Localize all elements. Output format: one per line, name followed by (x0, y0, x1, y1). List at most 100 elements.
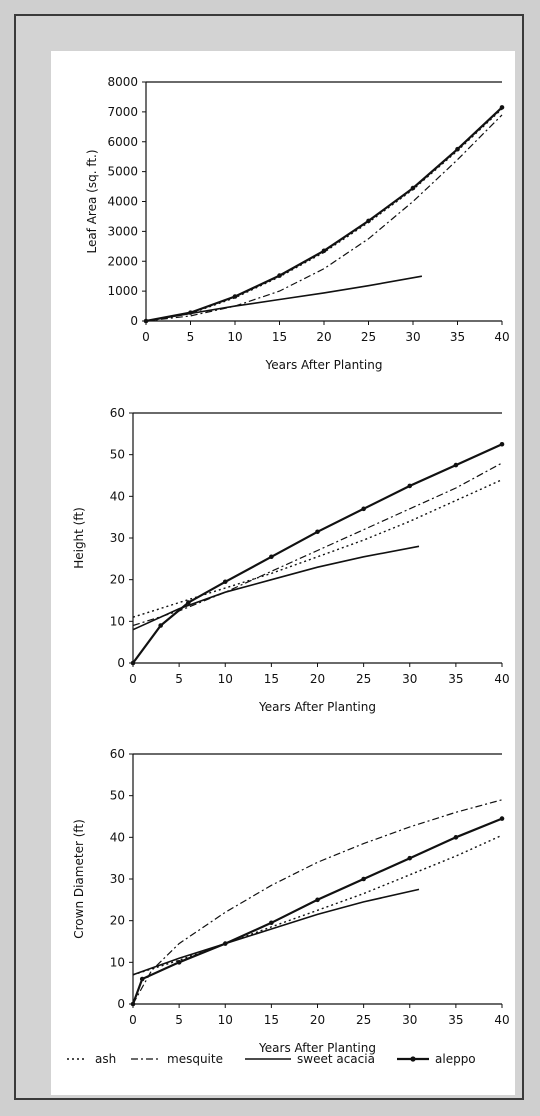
y-tick-label: 0 (130, 314, 138, 328)
x-tick-label: 35 (448, 672, 463, 686)
x-tick-label: 20 (316, 330, 331, 344)
y-tick-label: 3000 (107, 224, 138, 238)
y-tick-label: 20 (110, 573, 125, 587)
series-aleppo-point (139, 976, 145, 982)
series-aleppo-point (407, 483, 413, 489)
series-aleppo-point (321, 248, 327, 254)
y-tick-label: 60 (110, 747, 125, 761)
figure-frame: 0 1000 2000 3000 4000 5000 6000 7000 8000 0 5 10 15 2… (14, 14, 524, 1100)
series-aleppo-point (410, 185, 416, 191)
y-tick-label: 60 (110, 406, 125, 420)
series-aleppo-point (186, 600, 191, 605)
series-aleppo-point (453, 835, 459, 840)
x-tick-label: 5 (175, 1013, 183, 1027)
x-tick-label: 10 (218, 672, 233, 686)
series-aleppo-point (361, 876, 366, 882)
series-aleppo-point (222, 941, 228, 946)
series-aleppo-point (222, 579, 228, 585)
series-ash-line (145, 108, 503, 322)
series-aleppo-point (499, 441, 505, 447)
series-aleppo-point (361, 506, 366, 512)
y-tick-label: 2000 (107, 254, 138, 268)
x-tick-label: 40 (494, 672, 509, 686)
legend-aleppo-label: aleppo (435, 1052, 476, 1066)
x-tick-label: 15 (264, 1013, 279, 1027)
legend-aleppo-marker (410, 1056, 416, 1062)
x-tick-label: 15 (272, 330, 287, 344)
x-tick-label: 0 (129, 1013, 137, 1027)
series-aleppo-point (499, 816, 505, 821)
x-tick-label: 10 (218, 1013, 233, 1027)
series-ash-line (132, 479, 503, 618)
x-tick-label: 30 (405, 330, 420, 344)
x-tick-label: 25 (361, 330, 376, 344)
series-mesquite-line (132, 799, 503, 1005)
series-aleppo-point (176, 960, 182, 965)
x-axis-label: Years After Planting (265, 358, 383, 372)
chart-1: 0 1000 2000 3000 4000 5000 6000 7000 8000 0 5 10 15 2… (85, 75, 510, 372)
x-tick-label: 20 (310, 1013, 325, 1027)
series-aleppo-point (188, 310, 193, 315)
y-tick-label: 50 (110, 448, 125, 462)
series-aleppo-line (132, 443, 503, 664)
legend-sweet-acacia-label: sweet acacia (297, 1052, 375, 1066)
y-tick-label: 40 (110, 489, 125, 503)
x-tick-label: 35 (450, 330, 465, 344)
y-tick-label: 7000 (107, 105, 138, 119)
x-axis-label: Years After Planting (258, 700, 376, 714)
x-tick-label: 20 (310, 672, 325, 686)
series-aleppo-point (499, 105, 505, 110)
x-tick-label: 5 (175, 672, 183, 686)
series-aleppo-point (269, 554, 274, 560)
y-tick-label: 10 (110, 955, 125, 969)
y-tick-label: 50 (110, 789, 125, 803)
series-aleppo-point (315, 897, 320, 903)
series-ash-line (132, 834, 503, 976)
series-aleppo-point (158, 623, 163, 628)
series-aleppo-point (130, 660, 136, 666)
series-aleppo-point (455, 146, 460, 152)
y-tick-label: 30 (110, 531, 125, 545)
y-tick-label: 1000 (107, 284, 138, 298)
x-tick-label: 40 (494, 1013, 509, 1027)
y-tick-label: 30 (110, 872, 125, 886)
y-tick-label: 20 (110, 914, 125, 928)
figure-panel: 0 1000 2000 3000 4000 5000 6000 7000 8000 0 5 10 15 2… (51, 51, 515, 1095)
y-axis-label: Crown Diameter (ft) (72, 819, 86, 939)
legend: ash mesquite sweet acacia aleppo (67, 1052, 476, 1066)
x-tick-label: 0 (142, 330, 150, 344)
series-sweet-acacia-line (132, 888, 420, 976)
x-tick-label: 10 (227, 330, 242, 344)
series-mesquite-line (145, 114, 503, 322)
y-tick-label: 4000 (107, 195, 138, 209)
y-tick-label: 8000 (107, 75, 138, 89)
series-sweet-acacia-line (132, 545, 420, 631)
series-aleppo-point (143, 318, 149, 324)
x-tick-label: 15 (264, 672, 279, 686)
x-axis-label: Years After Planting (258, 1041, 376, 1055)
x-tick-label: 35 (448, 1013, 463, 1027)
series-aleppo-point (453, 462, 459, 468)
series-aleppo-point (277, 273, 282, 278)
legend-mesquite-label: mesquite (167, 1052, 223, 1066)
y-axis-label: Height (ft) (72, 507, 86, 569)
x-tick-label: 30 (402, 672, 417, 686)
y-axis-label: Leaf Area (sq. ft.) (85, 149, 99, 253)
chart-2: 0 10 20 30 40 50 60 0 5 10 15 20 25 30 35 40 Years After… (72, 406, 510, 714)
y-tick-label: 40 (110, 830, 125, 844)
y-tick-label: 6000 (107, 135, 138, 149)
x-tick-label: 30 (402, 1013, 417, 1027)
legend-ash-label: ash (95, 1052, 116, 1066)
y-tick-label: 0 (117, 656, 125, 670)
y-tick-label: 10 (110, 614, 125, 628)
series-aleppo-line (145, 106, 503, 323)
x-tick-label: 25 (356, 1013, 371, 1027)
y-tick-label: 5000 (107, 165, 138, 179)
series-aleppo-point (407, 855, 413, 861)
series-aleppo-point (366, 218, 371, 224)
series-mesquite-line (132, 462, 503, 627)
series-aleppo-point (232, 294, 238, 299)
series-aleppo-point (130, 1001, 136, 1007)
x-tick-label: 5 (187, 330, 195, 344)
